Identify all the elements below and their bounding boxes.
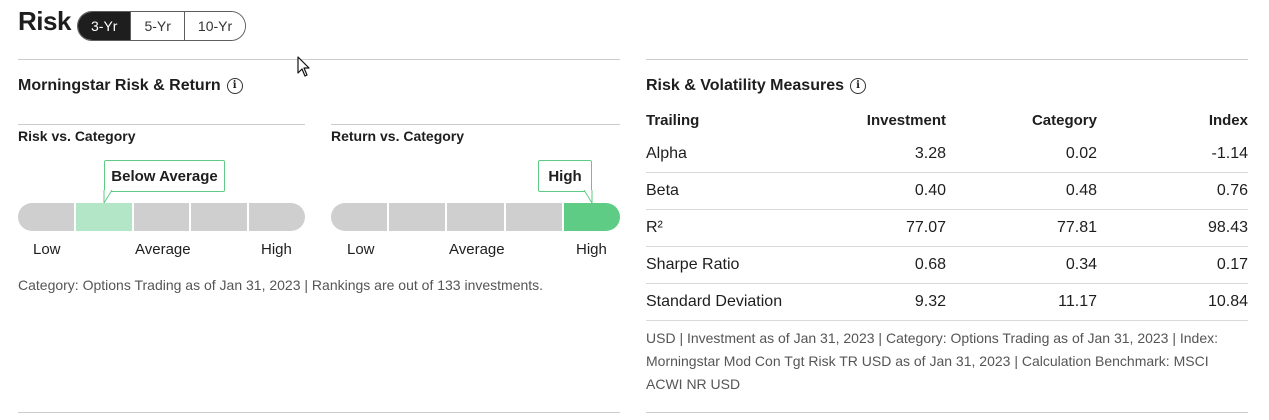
- column-header-index: Index: [1208, 112, 1248, 129]
- return-segment-average: [445, 203, 504, 231]
- index-value: -1.14: [1211, 145, 1248, 162]
- rankings-note: Category: Options Trading as of Jan 31, …: [18, 277, 544, 293]
- tab-10-yr[interactable]: 10-Yr: [183, 12, 246, 40]
- return-scale-high: High: [576, 241, 607, 258]
- row-label: R²: [646, 219, 663, 236]
- table-row: Beta 0.40 0.48 0.76: [646, 173, 1248, 210]
- return-segment-high: [561, 203, 620, 231]
- investment-value: 77.07: [905, 219, 946, 236]
- return-scale-average: Average: [449, 241, 505, 258]
- return-rating: High: [548, 168, 582, 185]
- risk-return-title: Morningstar Risk & Return: [18, 77, 221, 94]
- risk-segment-average: [131, 203, 190, 231]
- index-value: 0.17: [1216, 256, 1248, 273]
- category-value: 0.02: [1065, 145, 1097, 162]
- volatility-heading: Risk & Volatility Measures i: [646, 77, 866, 95]
- callout-pointer: [583, 190, 593, 204]
- return-rating-callout: High: [538, 160, 592, 192]
- info-icon[interactable]: i: [850, 78, 866, 94]
- category-value: 0.48: [1065, 182, 1097, 199]
- column-header-category: Category: [1031, 112, 1097, 129]
- investment-value: 3.28: [914, 145, 946, 162]
- return-scale-low: Low: [347, 241, 375, 258]
- column-header-trailing: Trailing: [646, 112, 700, 129]
- index-value: 0.76: [1216, 182, 1248, 199]
- period-toggle: 3-Yr 5-Yr 10-Yr: [77, 11, 247, 41]
- category-value: 77.81: [1056, 219, 1097, 236]
- tab-5-yr[interactable]: 5-Yr: [130, 12, 184, 40]
- risk-return-heading: Morningstar Risk & Return i: [18, 77, 243, 95]
- page-title: Risk: [18, 6, 71, 36]
- row-label: Alpha: [646, 145, 687, 162]
- return-segment-below-average: [387, 203, 446, 231]
- return-meter: [331, 203, 620, 231]
- risk-vs-category-title: Risk vs. Category: [18, 128, 136, 144]
- table-row: Alpha 3.28 0.02 -1.14: [646, 136, 1248, 173]
- volatility-table: Trailing Investment Category Index Alpha…: [646, 112, 1248, 321]
- risk-scale-low: Low: [33, 241, 61, 258]
- risk-scale-average: Average: [135, 241, 191, 258]
- divider: [18, 124, 305, 125]
- divider: [646, 59, 1248, 60]
- tab-3-yr[interactable]: 3-Yr: [78, 12, 131, 40]
- info-icon[interactable]: i: [226, 78, 243, 94]
- risk-scale-high: High: [261, 241, 292, 258]
- risk-meter: [18, 203, 305, 231]
- risk-segment-below-average: [73, 203, 132, 231]
- investment-value: 9.32: [914, 293, 946, 310]
- investment-value: 0.68: [914, 256, 946, 273]
- divider: [646, 412, 1248, 413]
- row-label: Sharpe Ratio: [646, 256, 740, 273]
- table-row: Sharpe Ratio 0.68 0.34 0.17: [646, 247, 1248, 284]
- category-value: 0.34: [1065, 256, 1097, 273]
- risk-segment-high: [247, 203, 305, 231]
- risk-segment-low: [18, 203, 74, 231]
- volatility-title: Risk & Volatility Measures: [646, 77, 844, 94]
- index-value: 10.84: [1207, 293, 1248, 310]
- risk-segment-above-average: [189, 203, 248, 231]
- volatility-footnote: USD | Investment as of Jan 31, 2023 | Ca…: [646, 330, 1219, 392]
- table-header-row: Trailing Investment Category Index: [646, 112, 1248, 136]
- table-row: R² 77.07 77.81 98.43: [646, 210, 1248, 247]
- investment-value: 0.40: [914, 182, 946, 199]
- risk-rating-callout: Below Average: [104, 160, 225, 192]
- divider: [331, 124, 620, 125]
- divider: [18, 59, 620, 60]
- callout-pointer: [103, 190, 113, 204]
- divider: [18, 412, 620, 413]
- mouse-pointer-icon: [297, 56, 310, 77]
- return-segment-low: [331, 203, 388, 231]
- table-row: Standard Deviation 9.32 11.17 10.84: [646, 284, 1248, 321]
- return-vs-category-title: Return vs. Category: [331, 128, 465, 144]
- risk-rating: Below Average: [111, 168, 218, 185]
- row-label: Beta: [646, 182, 679, 199]
- index-value: 98.43: [1207, 219, 1248, 236]
- return-segment-above-average: [503, 203, 562, 231]
- category-value: 11.17: [1058, 293, 1097, 310]
- row-label: Standard Deviation: [646, 293, 783, 310]
- column-header-investment: Investment: [866, 112, 946, 129]
